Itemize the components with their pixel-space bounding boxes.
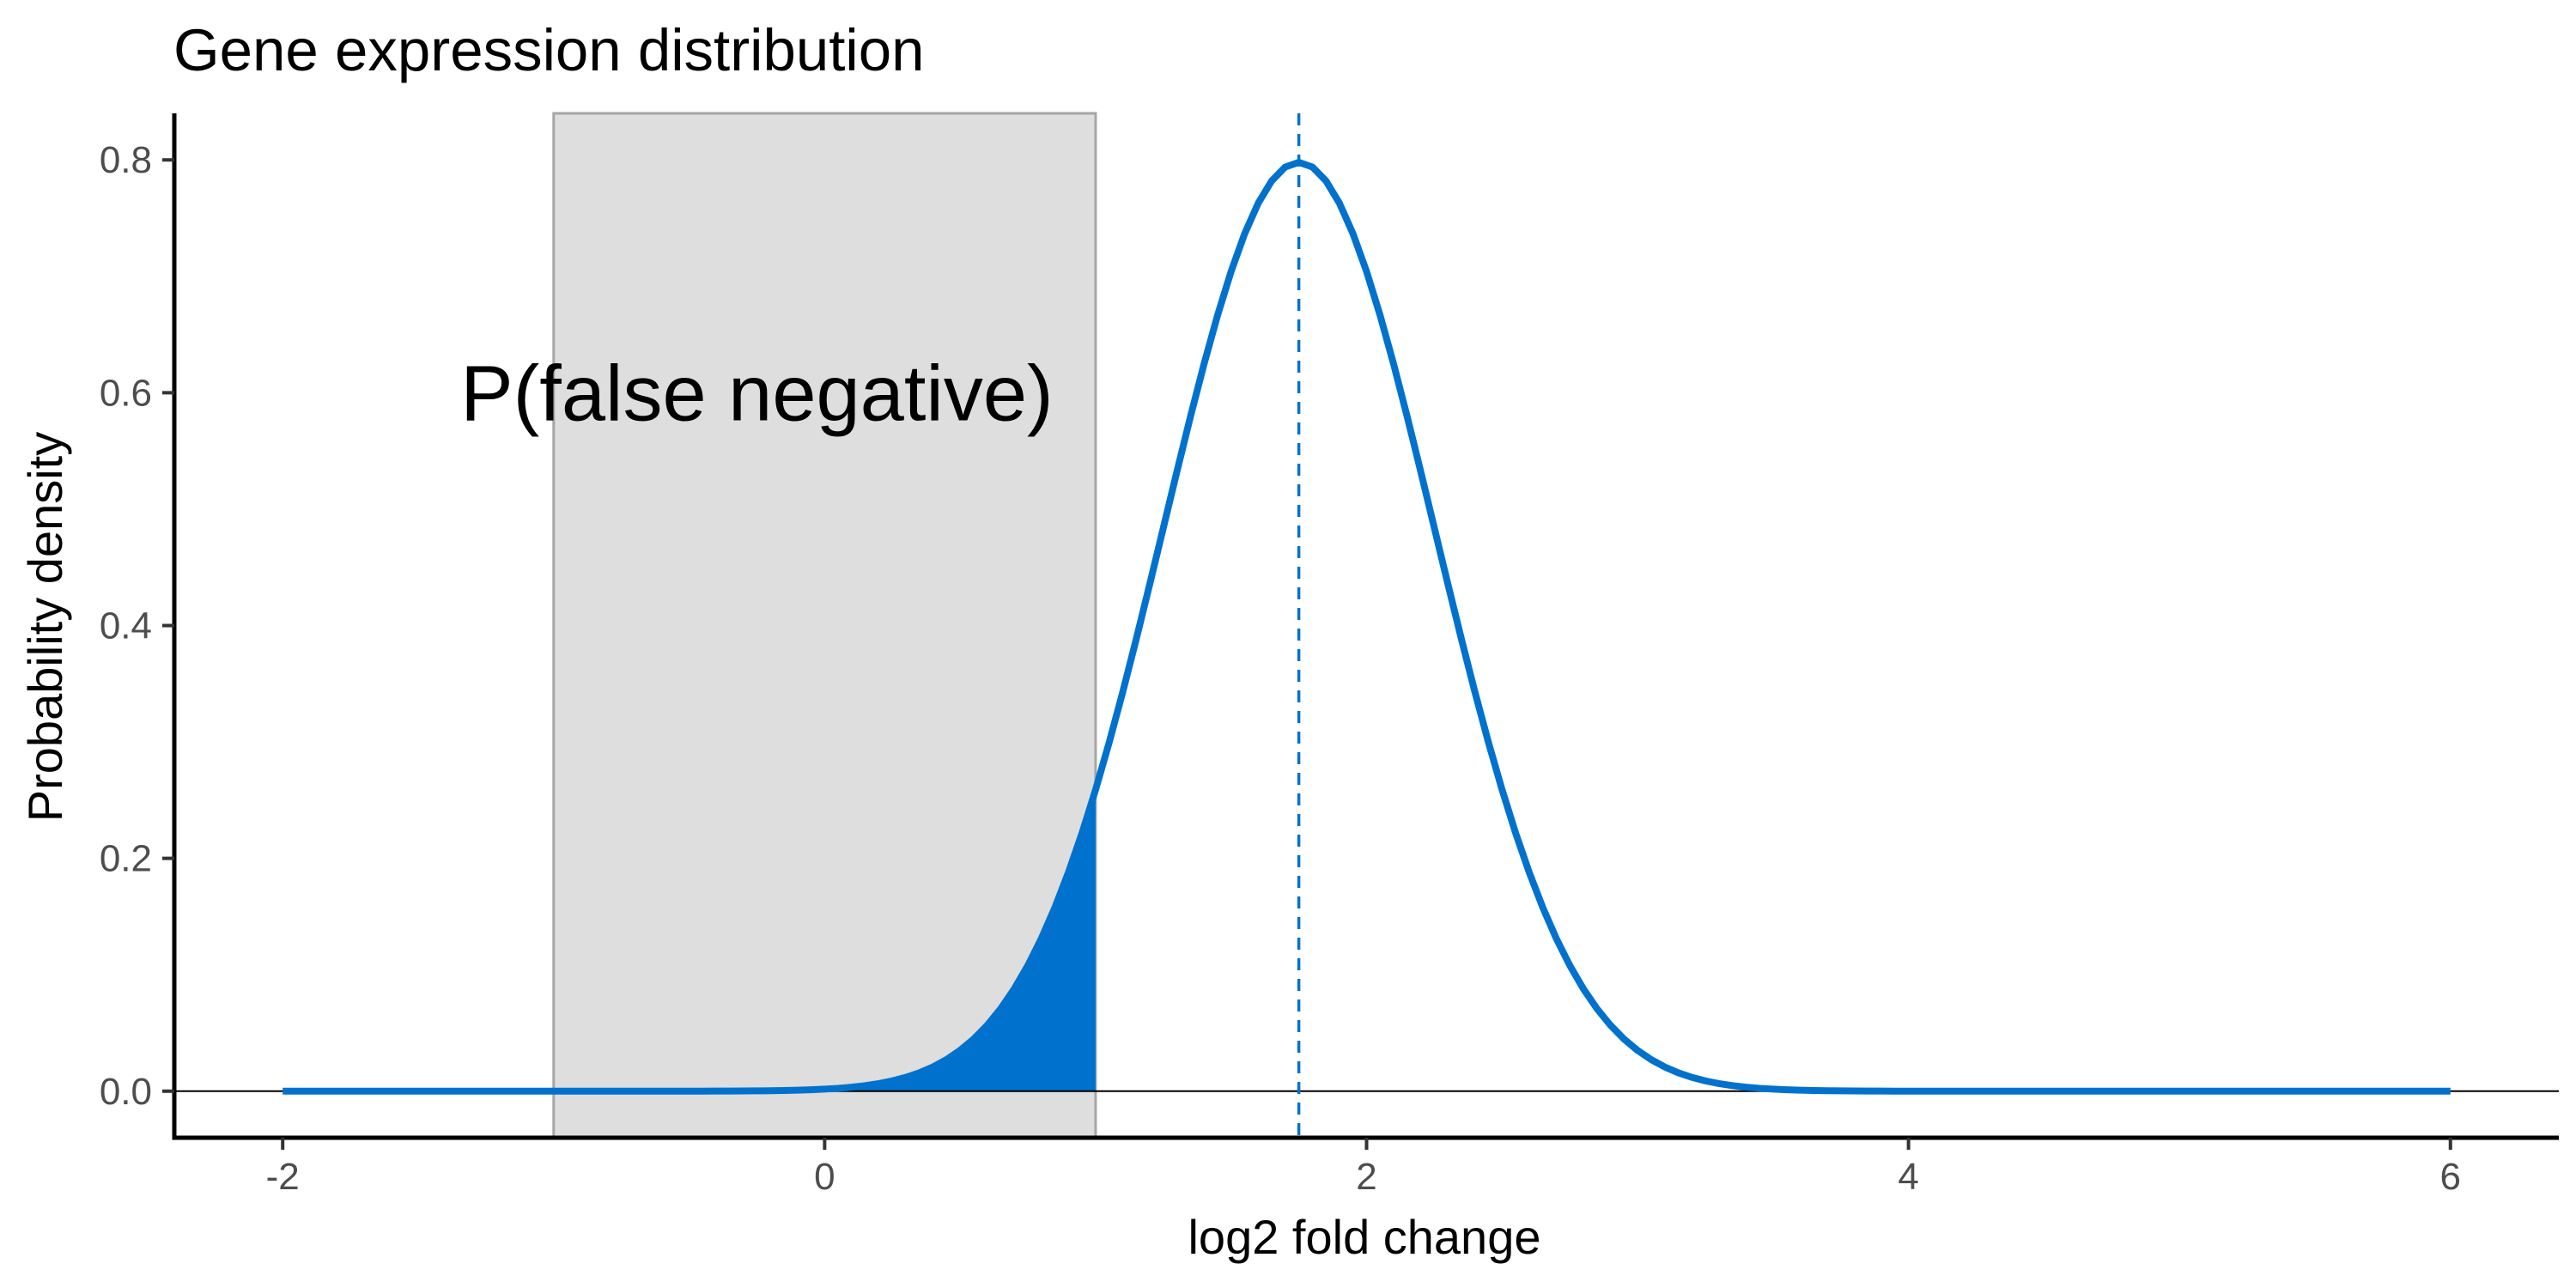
y-tick-label: 0.2 (100, 838, 152, 880)
y-tick-label: 0.8 (100, 139, 152, 181)
y-tick-label: 0.0 (100, 1071, 152, 1113)
axes: -2 0 2 4 6 0.0 0.2 0.4 0.6 0.8 (100, 113, 2559, 1198)
x-tick-label: 0 (814, 1156, 835, 1198)
plot-area (174, 112, 2559, 1139)
tail-area (283, 789, 1096, 1091)
x-tick-label: 2 (1356, 1156, 1376, 1198)
x-tick-label: 6 (2440, 1156, 2461, 1198)
false-negative-annotation: P(false negative) (460, 349, 1053, 437)
y-tick-label: 0.6 (100, 372, 152, 414)
y-axis-label: Probability density (18, 432, 72, 822)
y-tick-label: 0.4 (100, 605, 152, 647)
chart-title: Gene expression distribution (173, 17, 925, 83)
shaded-region (552, 112, 1097, 1139)
x-axis-label: log2 fold change (1188, 1210, 1540, 1264)
density-curve (283, 159, 2451, 1095)
x-tick-label: 4 (1898, 1156, 1918, 1198)
x-tick-label: -2 (266, 1156, 300, 1198)
